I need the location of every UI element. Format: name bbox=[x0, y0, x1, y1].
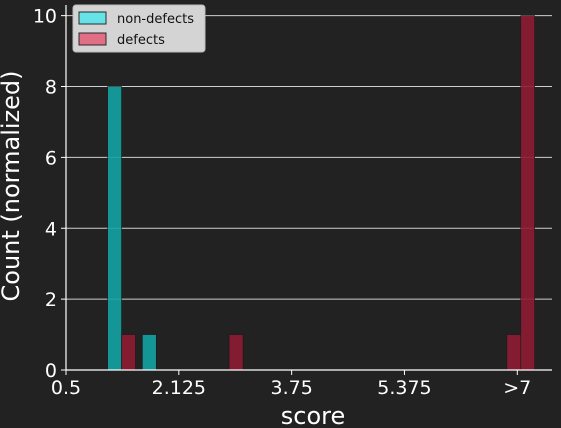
y-tick-label: 8 bbox=[45, 77, 57, 99]
legend-label-non-defects: non-defects bbox=[117, 12, 194, 27]
bar-non-defects bbox=[107, 86, 122, 371]
bars bbox=[107, 15, 535, 371]
legend-swatch-non-defects bbox=[78, 11, 107, 25]
bar-defects bbox=[228, 334, 244, 371]
bar-non-defects bbox=[142, 334, 157, 371]
x-tick-label: 0.5 bbox=[51, 377, 81, 399]
grid-lines bbox=[66, 15, 552, 300]
y-tick-label: 6 bbox=[45, 147, 57, 169]
bar-defects bbox=[121, 334, 136, 371]
y-tick-label: 10 bbox=[33, 6, 57, 28]
bar-defects bbox=[506, 334, 522, 371]
axes bbox=[61, 5, 552, 375]
x-tick-label: 3.75 bbox=[270, 377, 312, 399]
x-tick-label: >7 bbox=[503, 377, 531, 399]
bar-defects bbox=[520, 15, 535, 371]
legend-swatch-defects bbox=[78, 32, 107, 46]
y-tick-label: 0 bbox=[45, 360, 57, 382]
tick-labels: 0 2 4 6 8 10 0.5 2.125 3.75 5.375 >7 bbox=[33, 6, 531, 399]
x-tick-label: 2.125 bbox=[152, 377, 206, 399]
y-axis-label: Count (normalized) bbox=[0, 71, 25, 302]
x-axis-label: score bbox=[281, 402, 346, 428]
legend: non-defects defects bbox=[72, 4, 206, 53]
x-tick-label: 5.375 bbox=[377, 377, 431, 399]
y-tick-label: 4 bbox=[45, 218, 57, 240]
legend-label-defects: defects bbox=[117, 33, 165, 48]
y-tick-label: 2 bbox=[45, 289, 57, 311]
